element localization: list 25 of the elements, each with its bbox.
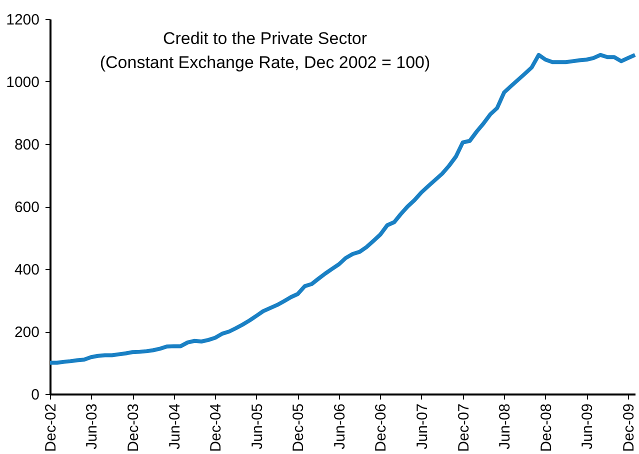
y-tick-label: 400 bbox=[14, 262, 40, 278]
x-tick-label: Jun-05 bbox=[248, 404, 266, 450]
y-tick-label: 200 bbox=[14, 324, 40, 341]
y-tick-label: 600 bbox=[14, 199, 40, 216]
x-tick-label: Jun-03 bbox=[84, 404, 101, 450]
y-tick-label: 800 bbox=[14, 136, 40, 154]
x-tick-label: Jun-08 bbox=[496, 404, 514, 450]
x-tick-label: Dec-03 bbox=[125, 404, 142, 452]
y-tick-label: 1200 bbox=[6, 12, 40, 28]
x-tick-label: Dec-02 bbox=[42, 404, 60, 452]
line-series bbox=[48, 52, 637, 365]
x-tick-label: Dec-06 bbox=[372, 404, 390, 452]
text: Credit to the Private Sector bbox=[162, 29, 368, 48]
x-tick-label: Dec-07 bbox=[455, 404, 472, 452]
y-tick-label: 0 bbox=[31, 386, 40, 404]
x-tick-label: Dec-09 bbox=[620, 404, 638, 452]
text: (Constant Exchange Rate, Dec 2002 = 100) bbox=[100, 53, 430, 72]
x-tick-label: Dec-04 bbox=[208, 404, 225, 452]
x-tick-label: Jun-04 bbox=[166, 404, 184, 450]
x-tick-label: Jun-09 bbox=[579, 404, 596, 450]
x-tick-label: Jun-06 bbox=[331, 404, 348, 450]
x-tick-label: Dec-08 bbox=[538, 404, 555, 452]
y-tick-label: 1000 bbox=[6, 74, 40, 91]
x-tick-label: Dec-05 bbox=[290, 404, 308, 452]
x-tick-label: Jun-07 bbox=[414, 404, 431, 450]
